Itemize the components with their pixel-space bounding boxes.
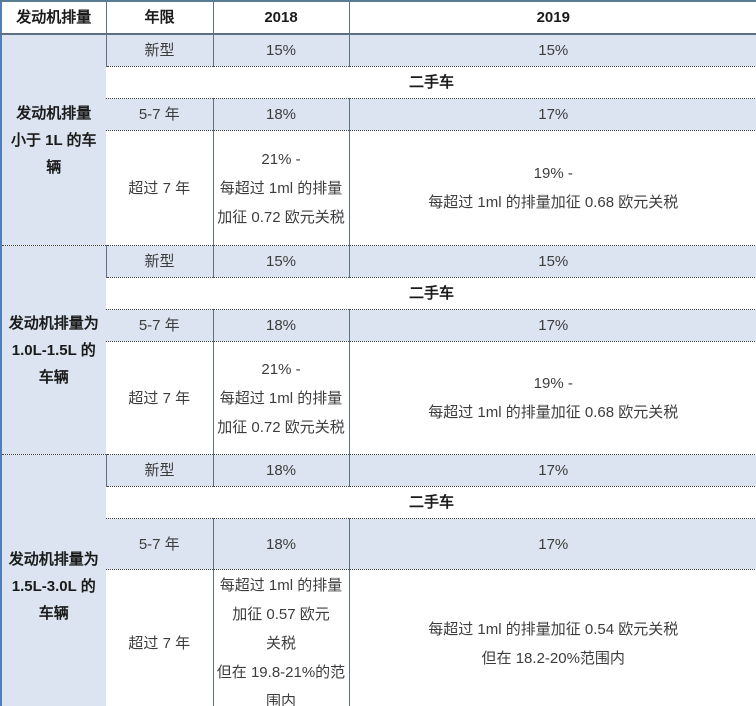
s2-new-label: 新型 [105, 245, 213, 278]
header-cell-2019: 2019 [348, 1, 756, 35]
s3-new-2019: 17% [348, 454, 756, 487]
table-row: 二手车 [1, 486, 756, 519]
table-row: 发动机排量为 1.5L-3.0L 的 车辆 新型 18% 17% [1, 454, 756, 706]
table-row: 发动机排量为 1.0L-1.5L 的 车辆 新型 15% 15% [1, 245, 756, 455]
s3-used-car-header: 二手车 [106, 486, 756, 519]
s3-over7yr-2019: 每超过 1ml 的排量加征 0.54 欧元关税 但在 18.2-20%范围内 [348, 569, 756, 706]
s1-new-2018: 15% [212, 33, 349, 67]
table-row: 5-7 年 18% 17% [1, 518, 756, 570]
table-row: 发动机排量 小于 1L 的车 辆 新型 15% 15% [1, 33, 756, 246]
s3-new-label: 新型 [105, 454, 213, 487]
s3-over7yr-2018: 每超过 1ml 的排量加征 0.57 欧元 关税 但在 19.8-21%的范围内 [212, 569, 349, 706]
s1-over7yr-label: 超过 7 年 [106, 130, 213, 246]
s2-new-2018: 15% [212, 245, 349, 278]
s2-used-car-header: 二手车 [106, 277, 756, 310]
category-cell-1l-1-5l: 发动机排量为 1.0L-1.5L 的 车辆 [1, 245, 106, 455]
s1-5-7yr-label: 5-7 年 [106, 98, 213, 131]
s2-5-7yr-2019: 17% [348, 309, 756, 342]
s3-new-2018: 18% [212, 454, 349, 487]
category-cell-1-5l-3l: 发动机排量为 1.5L-3.0L 的 车辆 [1, 454, 106, 706]
s2-new-2019: 15% [348, 245, 756, 278]
header-cell-2018: 2018 [212, 1, 349, 35]
category-cell-under-1l: 发动机排量 小于 1L 的车 辆 [1, 33, 106, 246]
table-header-row: 发动机排量 年限 2018 2019 [1, 1, 756, 35]
table-row: 二手车 [1, 66, 756, 99]
s1-used-car-header: 二手车 [106, 66, 756, 99]
s2-over7yr-2019: 19% - 每超过 1ml 的排量加征 0.68 欧元关税 [348, 341, 756, 455]
table-row: 5-7 年 18% 17% [1, 98, 756, 131]
table-row: 超过 7 年 21% - 每超过 1ml 的排量加征 0.72 欧元关税 19%… [1, 341, 756, 455]
table-row: 超过 7 年 21% - 每超过 1ml 的排量加征 0.72 欧元关税 19%… [1, 130, 756, 246]
s1-new-2019: 15% [348, 33, 756, 67]
s2-over7yr-2018: 21% - 每超过 1ml 的排量加征 0.72 欧元关税 [212, 341, 349, 455]
s1-5-7yr-2018: 18% [212, 98, 349, 131]
s3-5-7yr-2019: 17% [348, 518, 756, 570]
s3-5-7yr-label: 5-7 年 [106, 518, 213, 570]
s1-new-label: 新型 [105, 33, 213, 67]
table-row: 超过 7 年 每超过 1ml 的排量加征 0.57 欧元 关税 但在 19.8-… [1, 569, 756, 706]
table-row: 5-7 年 18% 17% [1, 309, 756, 342]
s1-over7yr-2019: 19% - 每超过 1ml 的排量加征 0.68 欧元关税 [348, 130, 756, 246]
table-row: 二手车 [1, 277, 756, 310]
header-cell-years: 年限 [105, 1, 213, 35]
s2-5-7yr-2018: 18% [212, 309, 349, 342]
s3-5-7yr-2018: 18% [212, 518, 349, 570]
header-cell-engine-displacement: 发动机排量 [1, 1, 106, 35]
s3-over7yr-label: 超过 7 年 [106, 569, 213, 706]
s1-over7yr-2018: 21% - 每超过 1ml 的排量加征 0.72 欧元关税 [212, 130, 349, 246]
s2-5-7yr-label: 5-7 年 [106, 309, 213, 342]
s1-5-7yr-2019: 17% [348, 98, 756, 131]
s2-over7yr-label: 超过 7 年 [106, 341, 213, 455]
